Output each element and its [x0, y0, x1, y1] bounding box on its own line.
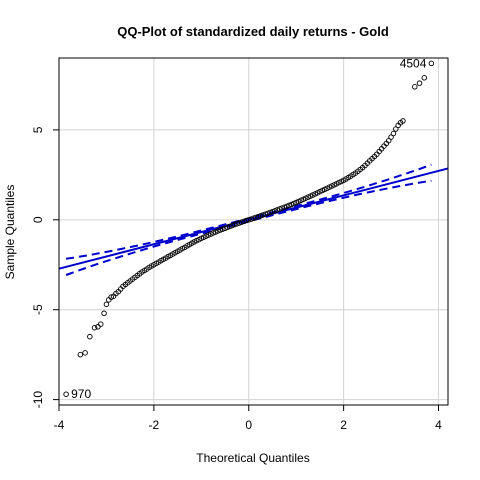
qq-point [227, 223, 233, 230]
qq-point [241, 218, 247, 225]
chart-title: QQ-Plot of standardized daily returns - … [117, 24, 389, 39]
qq-point [246, 217, 252, 223]
qq-point [210, 230, 216, 236]
qq-point [82, 350, 88, 356]
qq-point [238, 219, 245, 225]
qq-point [390, 130, 397, 137]
x-tick-label: -4 [54, 418, 65, 432]
qq-point [267, 209, 273, 216]
qq-point [250, 215, 257, 221]
x-tick-label: 0 [245, 418, 252, 432]
qq-point [236, 220, 243, 226]
qq-point [95, 324, 101, 330]
qq-point [400, 118, 406, 124]
qq-point [231, 221, 238, 228]
qq-point [281, 204, 288, 210]
qq-point [264, 210, 271, 217]
qq-point [97, 321, 104, 327]
qq-point [274, 207, 280, 213]
qq-point [108, 294, 114, 300]
qq-point [77, 351, 84, 358]
qq-point [279, 205, 285, 211]
qq-point [286, 202, 292, 209]
qq-point [412, 84, 418, 90]
qq-point [283, 203, 290, 210]
qq-point [229, 222, 235, 229]
qq-point [219, 226, 226, 232]
qq-point [428, 60, 435, 67]
qq-point [269, 208, 276, 215]
qq-point [234, 221, 240, 227]
point-label: 970 [71, 387, 91, 401]
qq-point [262, 211, 269, 217]
y-tick-label: -10 [31, 391, 45, 409]
x-tick-label: -2 [149, 418, 160, 432]
point-label: 4504 [400, 56, 427, 70]
qq-point [421, 75, 428, 81]
qq-point [291, 200, 297, 207]
qq-point [257, 213, 264, 219]
qq-point [416, 80, 423, 86]
qq-points [63, 60, 435, 397]
qq-point [253, 214, 259, 221]
confidence-band-lower [65, 179, 432, 276]
x-axis: -4 -2 0 2 4 [54, 404, 442, 432]
point-labels: 970 4504 [71, 56, 427, 401]
x-tick-label: 2 [340, 418, 347, 432]
qq-point [243, 217, 250, 224]
qq-point [215, 228, 221, 234]
qq-point [101, 310, 107, 317]
y-axis-label: Sample Quantiles [3, 185, 17, 280]
qq-point [217, 227, 224, 233]
y-tick-label: -5 [31, 304, 45, 315]
qq-point [255, 213, 261, 220]
qq-point [222, 225, 228, 232]
y-axis: -10 -5 0 5 [31, 126, 60, 409]
qq-point [63, 391, 69, 397]
y-tick-label: 0 [31, 216, 45, 223]
x-axis-label: Theoretical Quantiles [196, 451, 309, 465]
qq-point [272, 208, 278, 214]
qq-point [91, 324, 98, 331]
qq-point [87, 333, 93, 340]
qq-point [260, 212, 266, 218]
qq-point [248, 216, 254, 222]
grid [58, 58, 448, 405]
x-tick-label: 4 [435, 418, 442, 432]
qq-point [224, 224, 231, 231]
qq-point [103, 301, 110, 308]
qq-point [276, 206, 283, 212]
y-tick-label: 5 [31, 126, 45, 133]
